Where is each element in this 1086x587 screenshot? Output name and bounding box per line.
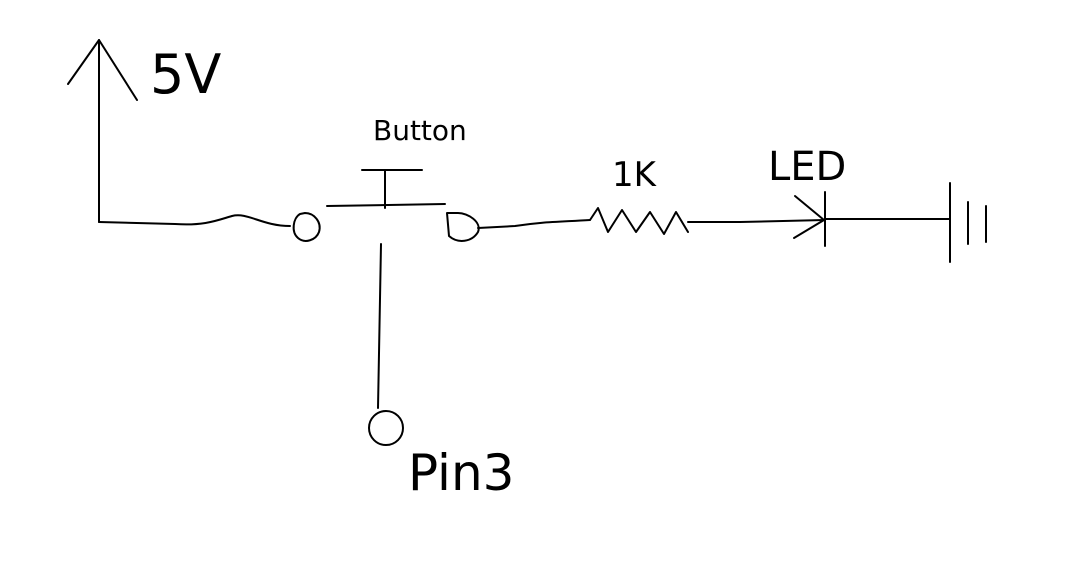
- button-right-terminal: [446, 212, 480, 242]
- button-left-terminal: [292, 212, 321, 242]
- wire-supply-to-button: [98, 214, 291, 227]
- pin-terminal: [368, 410, 404, 446]
- button-label: Button: [373, 114, 467, 147]
- supply-label: 5V: [150, 43, 221, 106]
- supply-arrow: [67, 39, 138, 223]
- led-label: LED: [768, 144, 846, 190]
- push-button: [326, 169, 446, 209]
- resistor-label: 1K: [612, 155, 658, 195]
- ground-symbol: [949, 182, 987, 263]
- led: [793, 191, 826, 247]
- wire-resistor-to-led: [687, 219, 826, 223]
- wire-button-to-pin: [377, 243, 382, 409]
- resistor: [589, 207, 689, 235]
- wire-button-to-resistor: [477, 219, 591, 229]
- pin-label: Pin3: [408, 444, 514, 502]
